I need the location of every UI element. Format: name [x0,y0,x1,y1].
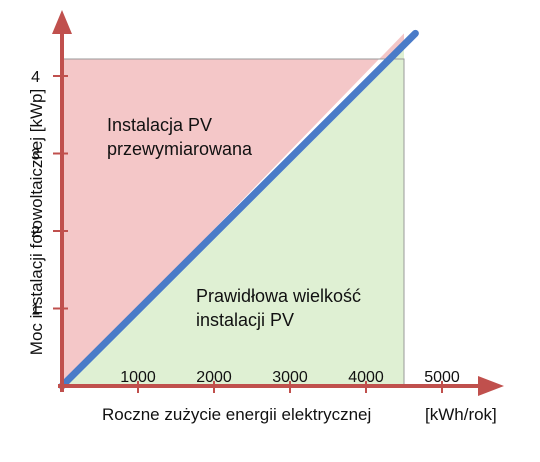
y-tick-label-1: 1 [31,302,40,319]
x-axis-unit: [kWh/rok] [425,405,497,424]
y-axis-title: Moc instalacji fotowoltaicznej [kWp] [27,89,46,355]
x-axis-title: Roczne zużycie energii elektrycznej [102,405,371,424]
x-tick-label-5000: 5000 [424,369,460,386]
series-line [58,29,419,390]
y-tick-label-4: 4 [31,69,40,86]
region-lower-label-2: instalacji PV [196,310,294,330]
x-tick-label-1000: 1000 [120,369,156,386]
x-tick-label-4000: 4000 [348,369,384,386]
x-tick-label-3000: 3000 [272,369,308,386]
region-upper-label-2: przewymiarowana [107,139,253,159]
x-tick-label-2000: 2000 [196,369,232,386]
y-axis-arrowhead [52,10,72,34]
region-upper-label-1: Instalacja PV [107,115,212,135]
x-axis-arrowhead [478,376,504,396]
y-tick-label-2: 2 [31,224,40,241]
region-lower-label-1: Prawidłowa wielkość [196,286,361,306]
y-tick-label-3: 3 [31,147,40,164]
